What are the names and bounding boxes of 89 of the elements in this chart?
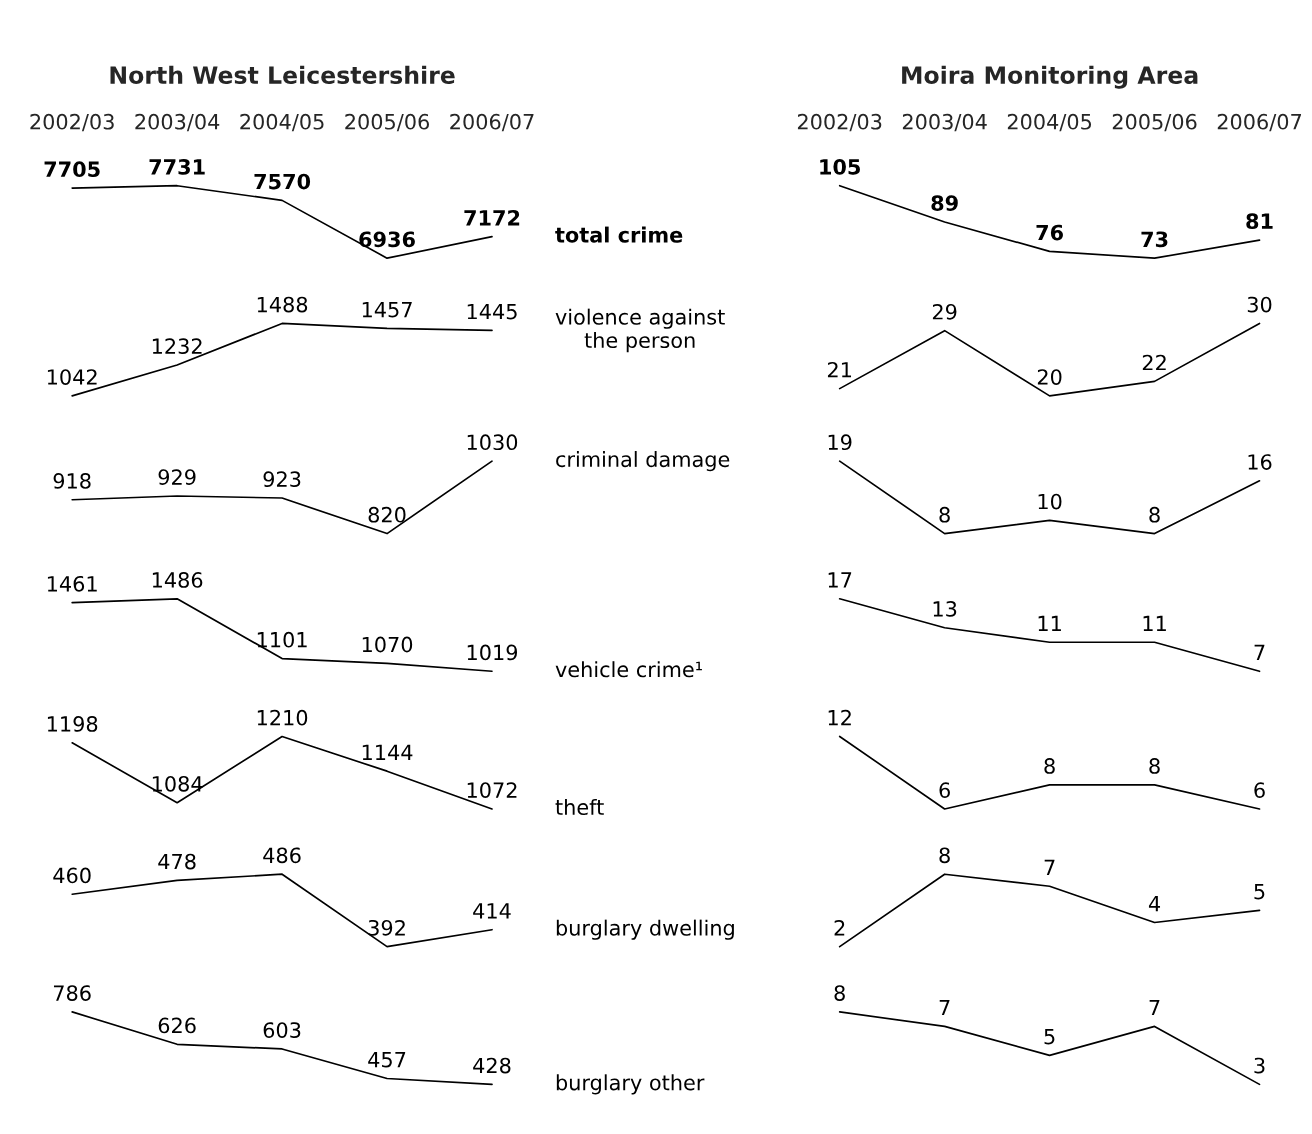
data-label: 7 bbox=[1149, 999, 1160, 1016]
data-label: 1210 bbox=[257, 709, 308, 726]
data-label: 16 bbox=[1248, 454, 1272, 470]
data-label: 20 bbox=[1037, 369, 1062, 385]
data-label: 1030 bbox=[467, 434, 518, 451]
data-label: 4 bbox=[1148, 896, 1161, 912]
data-label: 457 bbox=[368, 1052, 406, 1068]
chart-title: North West Leicestershire bbox=[110, 65, 455, 84]
data-label: 7705 bbox=[44, 161, 100, 178]
data-label: 73 bbox=[1141, 231, 1168, 248]
data-label: 7 bbox=[1044, 859, 1055, 876]
data-label: 21 bbox=[827, 361, 852, 378]
data-label: 81 bbox=[1246, 213, 1273, 230]
x-tick-label: 2005/06 bbox=[345, 113, 429, 132]
x-tick-label: 2005/06 bbox=[1112, 113, 1197, 132]
x-tick-label: 2003/04 bbox=[902, 113, 987, 132]
data-label: 786 bbox=[53, 985, 91, 1001]
chart-title: Moira Monitoring Area bbox=[902, 65, 1198, 89]
data-label: 478 bbox=[158, 853, 196, 870]
data-label: 105 bbox=[820, 158, 860, 175]
x-tick-label: 2002/03 bbox=[30, 113, 114, 132]
data-label: 1457 bbox=[362, 301, 412, 318]
data-label: 392 bbox=[368, 919, 405, 936]
data-label: 7172 bbox=[464, 209, 520, 226]
text: vehicle crime¹ bbox=[555, 661, 702, 678]
data-label: 1445 bbox=[467, 303, 517, 320]
text: violence against the person bbox=[555, 308, 725, 353]
data-label: 1198 bbox=[47, 716, 98, 732]
text: burglary other bbox=[556, 1074, 705, 1095]
data-label: 1042 bbox=[47, 369, 97, 385]
x-tick-label: 2006/07 bbox=[450, 113, 534, 132]
data-label: 2 bbox=[834, 919, 845, 936]
data-label: 17 bbox=[828, 572, 852, 588]
x-tick-label: 2004/05 bbox=[240, 113, 324, 132]
data-label: 1486 bbox=[152, 572, 203, 588]
data-label: 13 bbox=[933, 601, 957, 617]
data-label: 428 bbox=[473, 1057, 511, 1074]
data-label: 1144 bbox=[362, 744, 413, 760]
data-label: 414 bbox=[473, 903, 511, 919]
data-label: 820 bbox=[368, 506, 406, 523]
data-label: 5 bbox=[1044, 1028, 1055, 1045]
data-label: 460 bbox=[53, 867, 91, 884]
data-label: 1070 bbox=[362, 636, 413, 653]
data-label: 89 bbox=[931, 195, 958, 211]
x-tick-label: 2006/07 bbox=[1217, 113, 1302, 132]
data-label: 8 bbox=[1149, 758, 1160, 774]
x-tick-label: 2002/03 bbox=[797, 113, 882, 132]
data-label: 76 bbox=[1036, 224, 1063, 241]
data-label: 11 bbox=[1143, 615, 1166, 632]
text: theft bbox=[555, 798, 604, 816]
data-label: 1461 bbox=[47, 575, 97, 592]
x-tick-label: 2004/05 bbox=[1007, 113, 1092, 132]
data-label: 486 bbox=[263, 847, 301, 864]
data-label: 8 bbox=[939, 847, 950, 864]
data-label: 1019 bbox=[467, 644, 518, 661]
data-label: 918 bbox=[53, 473, 91, 489]
data-label: 1072 bbox=[467, 782, 517, 798]
data-label: 1232 bbox=[152, 338, 202, 355]
data-label: 10 bbox=[1038, 493, 1062, 510]
data-label: 1101 bbox=[257, 631, 307, 648]
text: burglary dwelling bbox=[556, 919, 734, 940]
data-label: 7731 bbox=[149, 158, 205, 175]
x-tick-label: 2003/04 bbox=[135, 113, 220, 132]
data-label: 6 bbox=[1254, 782, 1265, 798]
data-label: 8 bbox=[834, 985, 845, 1001]
data-label: 929 bbox=[158, 469, 196, 485]
data-label: 29 bbox=[932, 303, 957, 320]
data-label: 30 bbox=[1247, 296, 1272, 313]
data-label: 6 bbox=[939, 782, 950, 798]
data-label: 1084 bbox=[152, 775, 203, 792]
data-label: 603 bbox=[263, 1022, 301, 1038]
data-label: 12 bbox=[828, 709, 851, 726]
data-label: 19 bbox=[828, 434, 852, 451]
data-label: 11 bbox=[1038, 615, 1061, 632]
data-label: 1488 bbox=[257, 296, 308, 313]
data-label: 7 bbox=[1254, 644, 1265, 660]
data-label: 8 bbox=[939, 506, 950, 523]
data-label: 7570 bbox=[254, 173, 311, 190]
data-label: 7 bbox=[939, 999, 950, 1016]
data-label: 6936 bbox=[359, 231, 415, 248]
data-label: 3 bbox=[1254, 1057, 1265, 1074]
text: total crime bbox=[555, 226, 683, 243]
data-label: 8 bbox=[1149, 506, 1160, 523]
data-label: 22 bbox=[1142, 354, 1166, 371]
data-label: 626 bbox=[158, 1017, 196, 1034]
data-label: 8 bbox=[1044, 758, 1055, 774]
text: criminal damage bbox=[556, 451, 730, 472]
data-label: 5 bbox=[1254, 883, 1265, 900]
data-label: 923 bbox=[263, 471, 301, 488]
